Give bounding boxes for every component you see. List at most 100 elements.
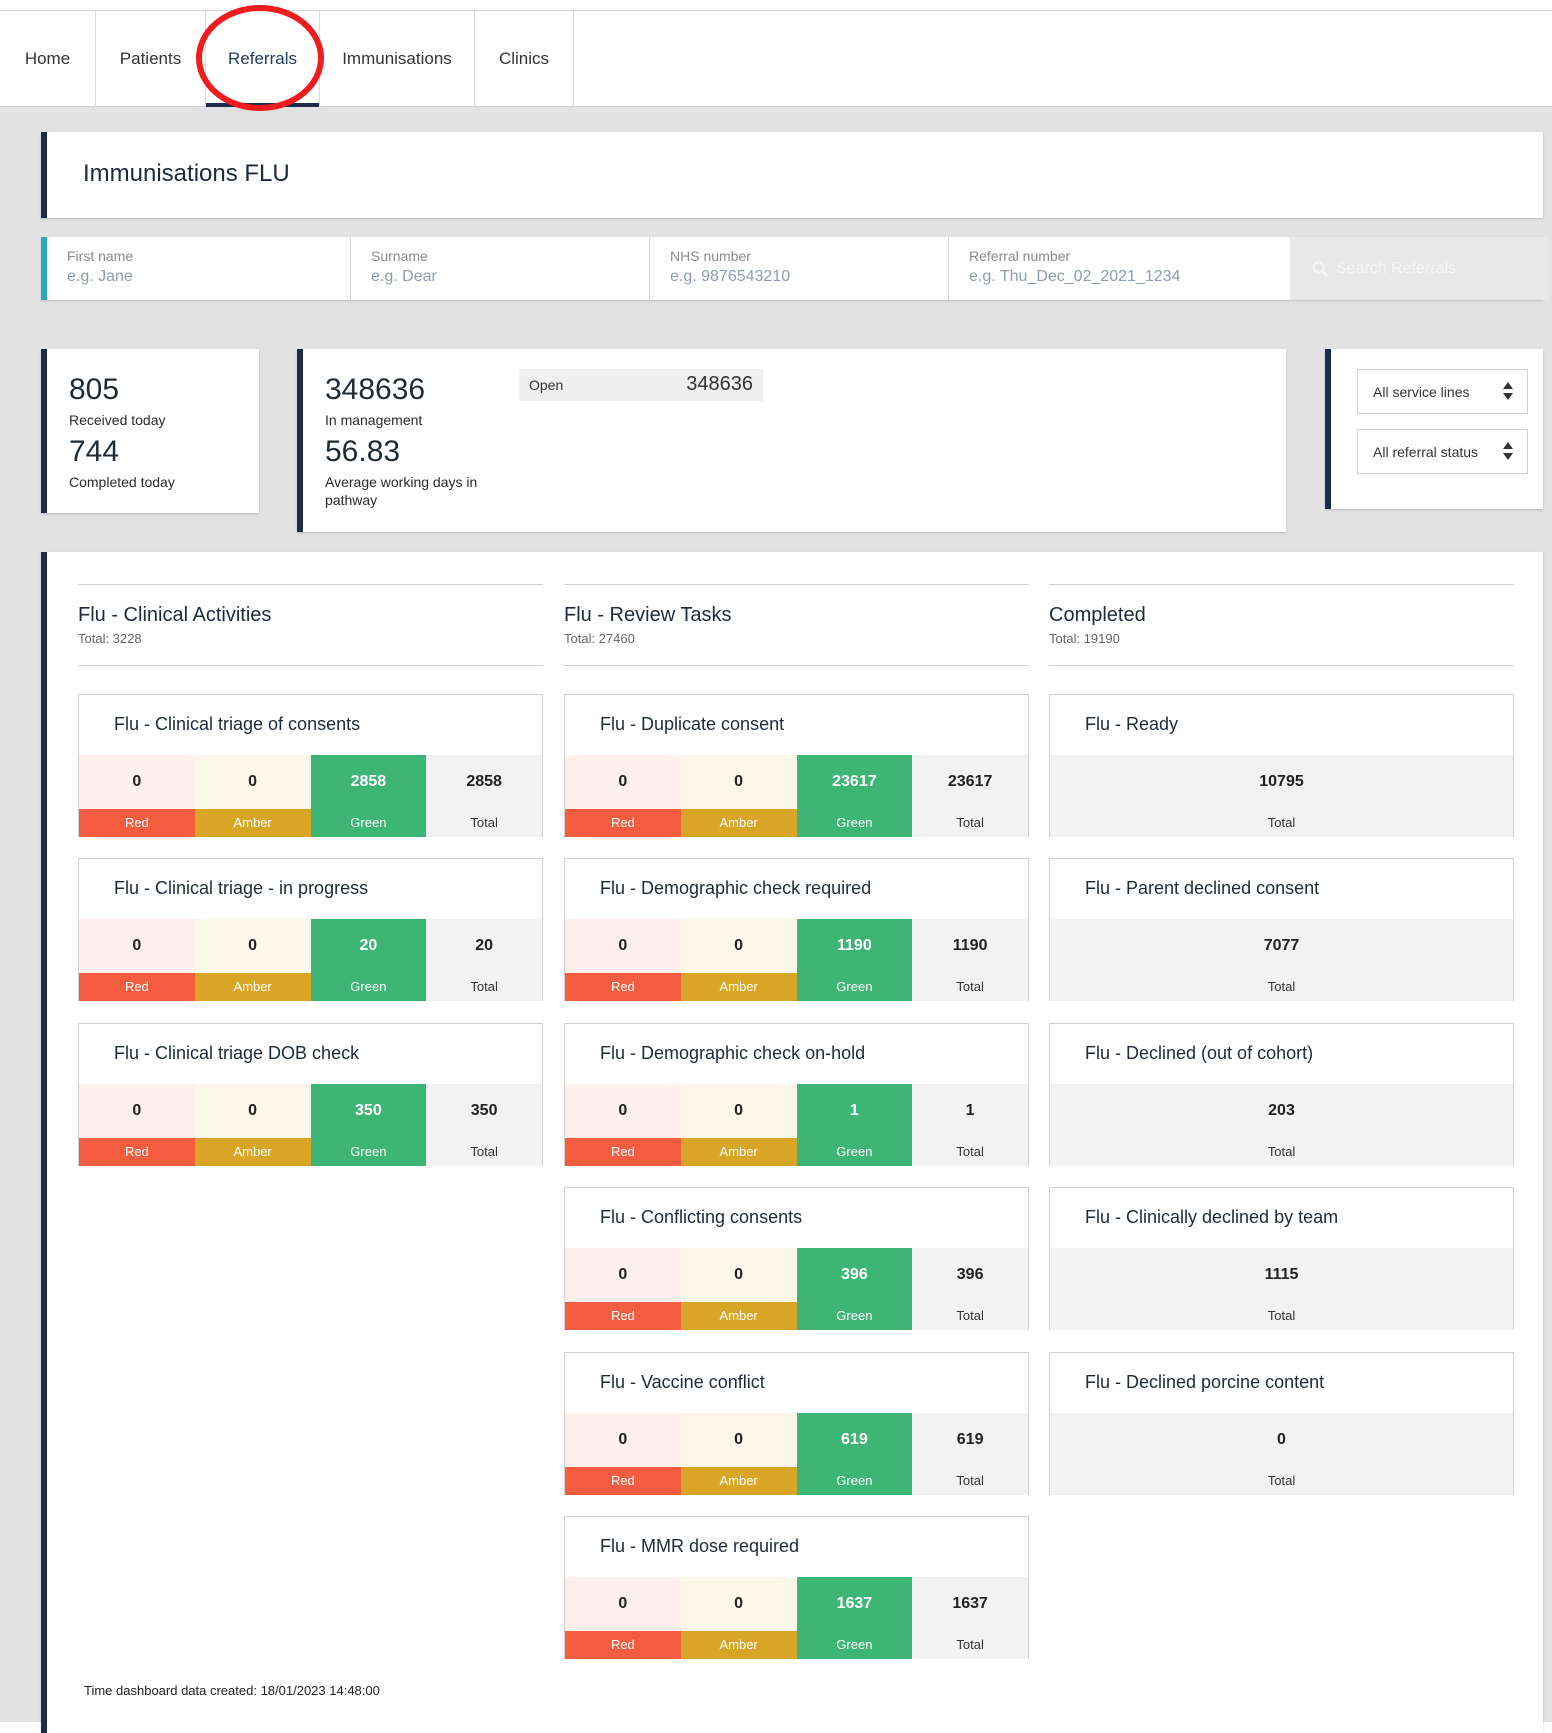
tile-flu-duplicate-consent[interactable]: Flu - Duplicate consent 0 Red 0 Amber 23617 Gr… (564, 694, 1029, 837)
tab-home[interactable]: Home (0, 11, 96, 107)
red-count[interactable]: 0 Red (565, 919, 681, 1002)
tile-title: Flu - Ready (1085, 714, 1179, 734)
green-count[interactable]: 350 Green (310, 1083, 427, 1166)
tile-title: Flu - Demographic check required (600, 878, 872, 899)
amber-count[interactable]: 0 Amber (680, 1577, 797, 1659)
referrals-board: Time dashboard data created: 18/01/2023 … (41, 552, 1543, 1733)
green-count[interactable]: 1637 Green (796, 1577, 913, 1659)
tab-clinics[interactable]: Clinics (475, 11, 574, 107)
tile-flu-demographic-check-on-hold[interactable]: Flu - Demographic check on-hold 0 Red 0 Ambe… (564, 1022, 1029, 1166)
tile-flu-demographic-check-required[interactable]: Flu - Demographic check required 0 Red 0 Amb… (564, 858, 1029, 1002)
total-count[interactable]: 619 Total (912, 1412, 1028, 1495)
received-today-value: 805 (69, 373, 120, 406)
tile-flu-mmr-dose-required[interactable]: Flu - MMR dose required 0 Red 0 Amber 1637 Gre… (564, 1516, 1029, 1659)
active-tab-indicator (206, 103, 319, 107)
amber-count[interactable]: 0 Amber (194, 919, 311, 1002)
tile-flu-clinical-triage-dob-check[interactable]: Flu - Clinical triage DOB check 0 Red 0 Ambe… (78, 1022, 543, 1166)
tile-counts: 0 Red 0 Amber 23617 Green 23617 Total (565, 755, 1028, 837)
green-count[interactable]: 396 Green (796, 1248, 913, 1331)
tile-counts: 0 Red 0 Amber 1190 Green 1190 Total (565, 919, 1028, 1002)
green-count[interactable]: 23617 Green (796, 755, 913, 837)
total-count[interactable]: 1115 Total (1050, 1248, 1513, 1331)
column-header-flu-review-tasks: Flu - Review Tasks Total: 27460 (564, 584, 1029, 666)
red-count[interactable]: 0 Red (565, 1412, 681, 1495)
tile-flu-clinically-declined-by-team[interactable]: Flu - Clinically declined by team 1115 Tot… (1049, 1187, 1514, 1331)
tile-title: Flu - Conflicting consents (600, 1207, 803, 1228)
amber-count[interactable]: 0 Amber (680, 1248, 797, 1331)
search-bar: First name Surname NHS number Referral n… (41, 237, 1549, 300)
total-count[interactable]: 1190 Total (912, 919, 1028, 1002)
amber-count[interactable]: 0 Amber (680, 1412, 797, 1495)
nhs-number-field: NHS number (650, 237, 949, 300)
tab-referrals[interactable]: Referrals (206, 11, 320, 107)
total-count[interactable]: 2858 Total (426, 755, 542, 837)
tile-flu-vaccine-conflict[interactable]: Flu - Vaccine conflict 0 Red 0 Amber 619 Green… (564, 1351, 1029, 1495)
red-count[interactable]: 0 Red (79, 755, 195, 837)
tile-title: Flu - Parent declined consent (1085, 878, 1320, 899)
referral-status-select[interactable]: All referral status (1357, 429, 1528, 474)
completed-today-value: 744 (69, 435, 120, 468)
red-count[interactable]: 0 Red (79, 919, 195, 1002)
green-count[interactable]: 1190 Green (796, 919, 913, 1002)
in-management-label: In management (325, 412, 423, 428)
search-referrals-button[interactable]: Search Referrals (1290, 237, 1549, 300)
total-count[interactable]: 23617 Total (912, 755, 1028, 837)
total-count[interactable]: 1 Total (912, 1083, 1028, 1166)
tile-title: Flu - Vaccine conflict (600, 1371, 765, 1392)
tile-counts: 0 Red 0 Amber 396 Green 396 Total (565, 1248, 1028, 1331)
surname-input[interactable] (371, 268, 611, 286)
tile-flu-parent-declined-consent[interactable]: Flu - Parent declined consent 7077 Total (1049, 858, 1514, 1002)
daily-stats-card: 805 Received today 744 Completed today (41, 349, 259, 513)
total-count[interactable]: 203 Total (1050, 1083, 1513, 1166)
red-count[interactable]: 0 Red (565, 1248, 681, 1331)
amber-count[interactable]: 0 Amber (680, 1083, 797, 1166)
received-today-label: Received today (69, 412, 166, 428)
first-name-input[interactable] (67, 268, 307, 286)
nhs-number-input[interactable] (670, 268, 910, 286)
total-count[interactable]: 7077 Total (1050, 919, 1513, 1002)
green-count[interactable]: 20 Green (310, 919, 427, 1002)
tile-counts: 203 Total (1050, 1083, 1513, 1166)
tile-counts: 0 Red 0 Amber 20 Green 20 Total (79, 919, 542, 1002)
tile-title: Flu - Clinical triage - in progress (114, 878, 369, 899)
amber-count[interactable]: 0 Amber (194, 1083, 311, 1166)
total-count[interactable]: 1637 Total (912, 1577, 1028, 1659)
tile-flu-clinical-triage-in-progress[interactable]: Flu - Clinical triage - in progress 0 Red 0… (78, 858, 543, 1002)
total-count[interactable]: 350 Total (426, 1083, 542, 1166)
referral-number-field: Referral number (949, 237, 1290, 300)
surname-label: Surname (371, 248, 428, 264)
amber-count[interactable]: 0 Amber (194, 755, 311, 837)
total-count[interactable]: 10795 Total (1050, 755, 1513, 837)
tile-flu-clinical-triage-of-consents[interactable]: Flu - Clinical triage of consents 0 Red 0 Am… (78, 694, 543, 837)
tab-immunisations[interactable]: Immunisations (320, 11, 475, 107)
red-count[interactable]: 0 Red (565, 755, 681, 837)
total-count[interactable]: 396 Total (912, 1248, 1028, 1331)
tile-flu-ready[interactable]: Flu - Ready 10795 Total (1049, 694, 1514, 837)
top-nav: Home Patients Referrals Immunisations Cl… (0, 5, 1552, 111)
column-total: Total: 3228 (78, 631, 142, 646)
column-header-completed: Completed Total: 19190 (1049, 584, 1514, 666)
amber-count[interactable]: 0 Amber (680, 755, 797, 837)
total-count[interactable]: 0 Total (1050, 1412, 1513, 1495)
amber-count[interactable]: 0 Amber (680, 919, 797, 1002)
tile-flu-conflicting-consents[interactable]: Flu - Conflicting consents 0 Red 0 Amber 396 G… (564, 1187, 1029, 1331)
service-lines-select[interactable]: All service lines (1357, 369, 1528, 414)
red-count[interactable]: 0 Red (565, 1083, 681, 1166)
avg-days-value: 56.83 (325, 435, 401, 468)
green-count[interactable]: 1 Green (796, 1083, 913, 1166)
red-count[interactable]: 0 Red (79, 1083, 195, 1166)
green-count[interactable]: 2858 Green (310, 755, 427, 837)
tile-title: Flu - Clinical triage DOB check (114, 1042, 360, 1063)
tile-flu-declined-porcine-content[interactable]: Flu - Declined porcine content 0 Total (1049, 1351, 1514, 1495)
avg-days-label: Average working days in pathway (325, 474, 478, 508)
referral-number-input[interactable] (969, 268, 1269, 286)
in-management-value: 348636 (325, 373, 426, 406)
tab-patients[interactable]: Patients (96, 11, 206, 107)
green-count[interactable]: 619 Green (796, 1412, 913, 1495)
data-timestamp: Time dashboard data created: 18/01/2023 … (84, 1683, 380, 1698)
tile-flu-declined-out-of-cohort[interactable]: Flu - Declined (out of cohort) 203 Total (1049, 1022, 1514, 1166)
total-count[interactable]: 20 Total (426, 919, 542, 1002)
red-count[interactable]: 0 Red (565, 1577, 681, 1659)
tile-counts: 7077 Total (1050, 919, 1513, 1002)
tile-title: Flu - MMR dose required (600, 1536, 800, 1556)
